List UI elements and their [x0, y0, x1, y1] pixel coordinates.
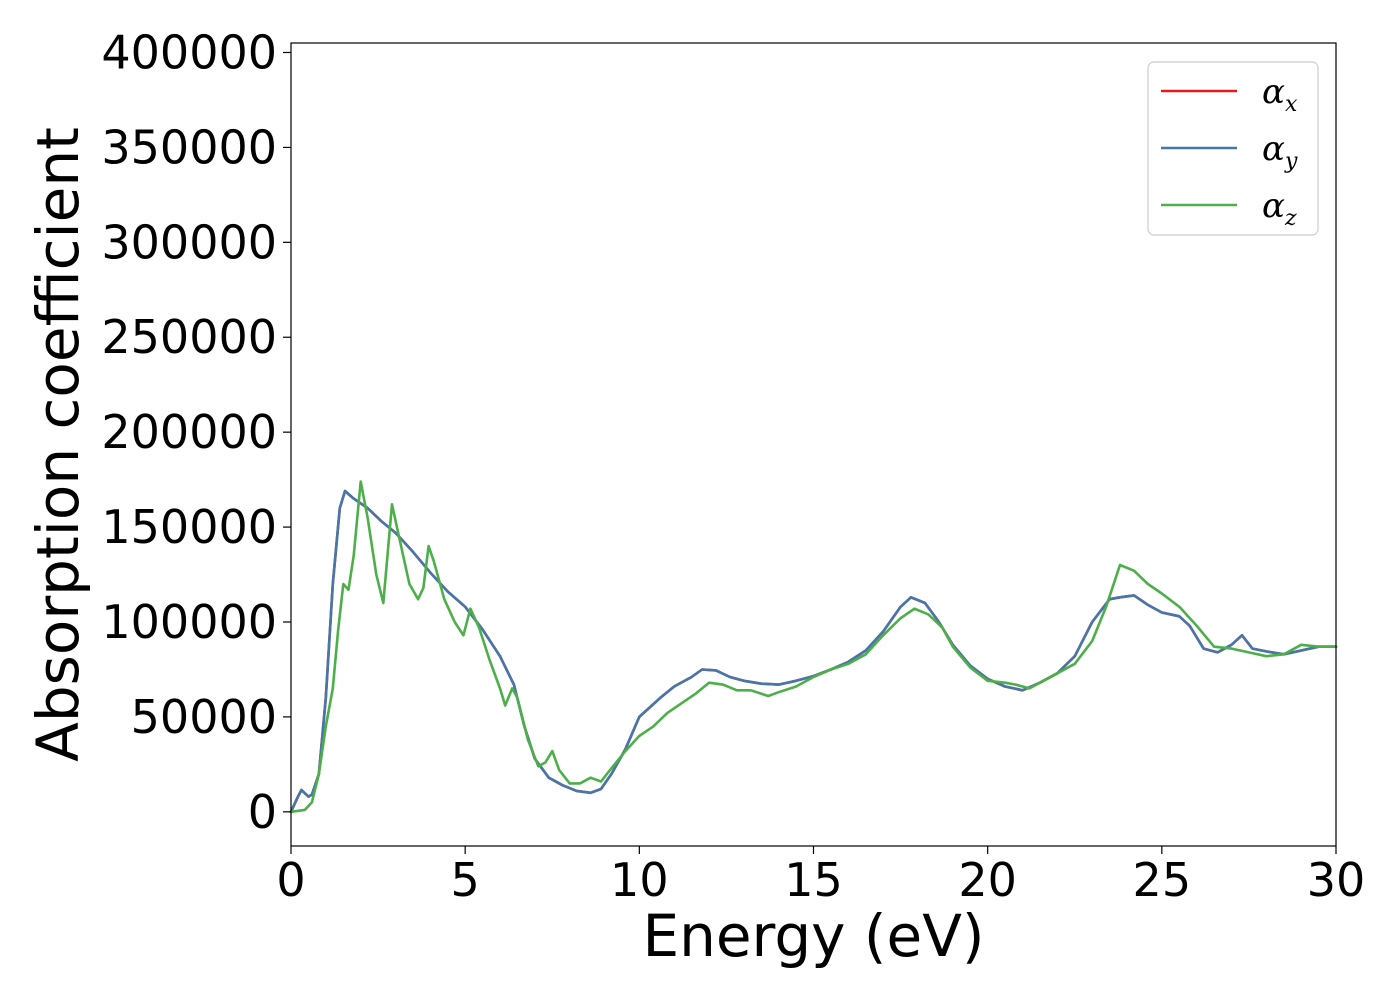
x-tick-label: 0	[276, 853, 305, 907]
y-tick-label: 250000	[101, 310, 277, 364]
y-axis-title: Absorption coefficient	[24, 127, 92, 762]
x-tick-label: 10	[610, 853, 669, 907]
x-axis: 0 5 10 15 20 25 30	[276, 846, 1365, 907]
y-tick-label: 0	[248, 785, 277, 839]
y-axis: 0 50000 100000 150000 200000 250000 300000 3500…	[101, 25, 291, 839]
x-tick-label: 15	[784, 853, 843, 907]
y-tick-label: 200000	[101, 405, 277, 459]
legend-label-x: αx	[1262, 72, 1298, 117]
legend-label-z: αz	[1262, 186, 1297, 231]
x-tick-label: 5	[451, 853, 480, 907]
legend: αx αy αz	[1147, 61, 1319, 236]
series-line-z	[289, 480, 1338, 814]
legend-label-y: αy	[1262, 129, 1298, 174]
x-axis-title: Energy (eV)	[642, 902, 984, 970]
y-tick-label: 50000	[131, 690, 277, 744]
y-tick-label: 400000	[101, 25, 277, 79]
x-tick-label: 20	[958, 853, 1017, 907]
y-tick-label: 150000	[101, 500, 277, 554]
y-tick-label: 300000	[101, 215, 277, 269]
y-tick-label: 350000	[101, 120, 277, 174]
x-tick-label: 30	[1307, 853, 1366, 907]
x-tick-label: 25	[1133, 853, 1192, 907]
y-tick-label: 100000	[101, 595, 277, 649]
series-layer	[289, 480, 1338, 814]
